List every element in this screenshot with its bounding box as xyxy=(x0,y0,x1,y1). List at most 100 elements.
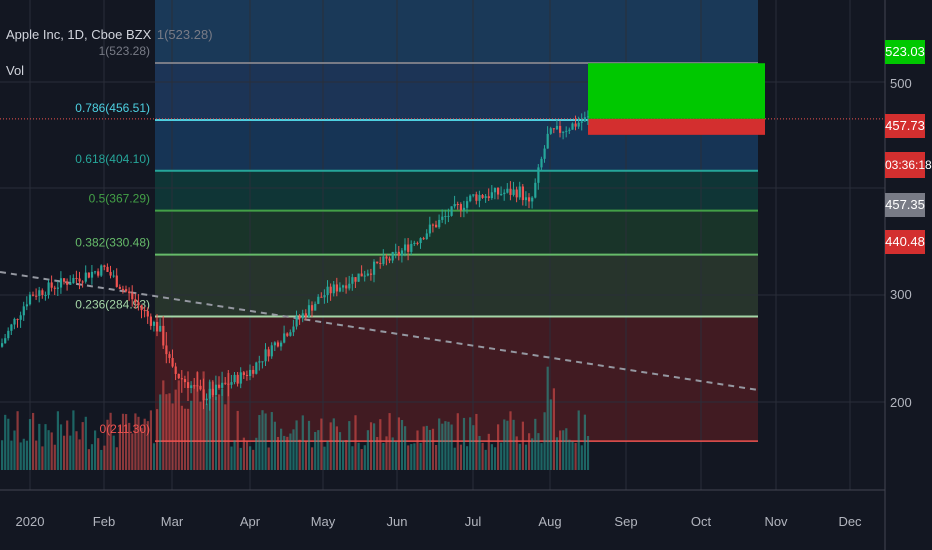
candle xyxy=(565,130,568,132)
candle xyxy=(242,372,245,375)
volume-bar xyxy=(453,447,456,470)
candle xyxy=(307,305,311,317)
candle xyxy=(168,354,171,358)
candle xyxy=(351,277,354,284)
volume-bar xyxy=(32,412,35,470)
candle xyxy=(112,275,115,277)
volume-bar xyxy=(283,435,286,470)
candle xyxy=(537,167,540,183)
volume-bar xyxy=(35,440,38,470)
volume-bar xyxy=(59,424,63,470)
volume-bar xyxy=(413,443,416,470)
fib-level-label: 0.236(284.93) xyxy=(75,297,150,311)
volume-bar xyxy=(481,442,484,470)
volume-bar xyxy=(518,443,521,470)
candle xyxy=(134,299,137,303)
volume-bar xyxy=(13,430,16,470)
volume-bar xyxy=(171,403,174,470)
x-tick: Aug xyxy=(538,514,562,529)
volume-bar xyxy=(447,421,450,470)
volume-bar xyxy=(493,447,497,470)
volume-bar xyxy=(41,446,44,470)
candle xyxy=(94,271,97,273)
volume-bar xyxy=(462,417,466,470)
candle xyxy=(4,338,7,344)
volume-bar xyxy=(376,436,379,470)
volume-bar xyxy=(292,429,295,470)
candle xyxy=(233,374,236,383)
volume-bar xyxy=(115,447,118,470)
candle xyxy=(72,277,75,284)
candle xyxy=(574,123,577,127)
volume-bar xyxy=(44,424,47,470)
volume-bar xyxy=(183,408,187,470)
volume-bar xyxy=(143,418,146,470)
volume-bar xyxy=(317,430,320,470)
candle xyxy=(360,273,363,277)
volume-bar xyxy=(472,425,475,470)
candle xyxy=(59,278,63,288)
candle xyxy=(187,382,190,389)
volume-bar xyxy=(400,419,404,470)
volume-bar xyxy=(509,411,512,470)
candle xyxy=(407,244,410,252)
volume-bar xyxy=(47,430,50,470)
stop-price-tag: 440.48 xyxy=(885,230,925,254)
x-tick: Nov xyxy=(764,514,788,529)
volume-bar xyxy=(466,446,469,470)
volume-bar xyxy=(450,424,453,470)
candle xyxy=(289,332,292,336)
volume-bar xyxy=(227,373,230,470)
volume-bar xyxy=(301,415,304,470)
candle xyxy=(379,263,382,265)
candle xyxy=(304,313,307,317)
volume-bar xyxy=(571,441,574,470)
volume-bar xyxy=(63,435,66,470)
volume-bar xyxy=(540,443,543,470)
volume-bar xyxy=(444,421,447,470)
volume-bar xyxy=(565,428,568,470)
volume-bar xyxy=(236,410,239,470)
last-price-tag: 457.73 xyxy=(885,114,925,138)
candle xyxy=(335,284,338,292)
candle xyxy=(38,290,41,296)
candle xyxy=(487,196,490,199)
candle xyxy=(249,369,252,376)
volume-bar xyxy=(87,449,90,470)
candle xyxy=(245,374,249,376)
candle xyxy=(16,318,19,320)
volume-bar xyxy=(90,444,94,470)
volume-bar xyxy=(233,440,236,470)
candle xyxy=(174,366,177,374)
chart-header: Apple Inc, 1D, Cboe BZX 1(523.28) xyxy=(6,27,213,42)
candle xyxy=(500,194,503,196)
volume-bar xyxy=(515,436,518,470)
candle xyxy=(298,316,301,319)
candle xyxy=(320,296,323,298)
candle xyxy=(218,384,221,388)
volume-bar xyxy=(156,409,159,470)
candle xyxy=(475,194,478,201)
volume-bar xyxy=(146,421,149,470)
volume-bar xyxy=(193,384,196,470)
candle xyxy=(549,128,552,134)
volume-bar xyxy=(81,422,84,470)
candle xyxy=(493,188,497,193)
volume-bar xyxy=(10,440,13,470)
volume-bar xyxy=(360,449,363,470)
candle xyxy=(149,316,152,326)
volume-bar xyxy=(69,435,72,470)
volume-bar xyxy=(112,435,115,470)
candle xyxy=(506,188,509,193)
candle xyxy=(125,289,128,292)
candle xyxy=(137,302,140,306)
volume-bar xyxy=(286,436,289,470)
volume-bar xyxy=(94,430,97,470)
candle xyxy=(404,244,407,251)
volume-bar xyxy=(419,442,422,470)
candle xyxy=(264,349,267,362)
candle xyxy=(338,287,342,292)
candle xyxy=(159,325,162,332)
candle xyxy=(472,194,475,196)
